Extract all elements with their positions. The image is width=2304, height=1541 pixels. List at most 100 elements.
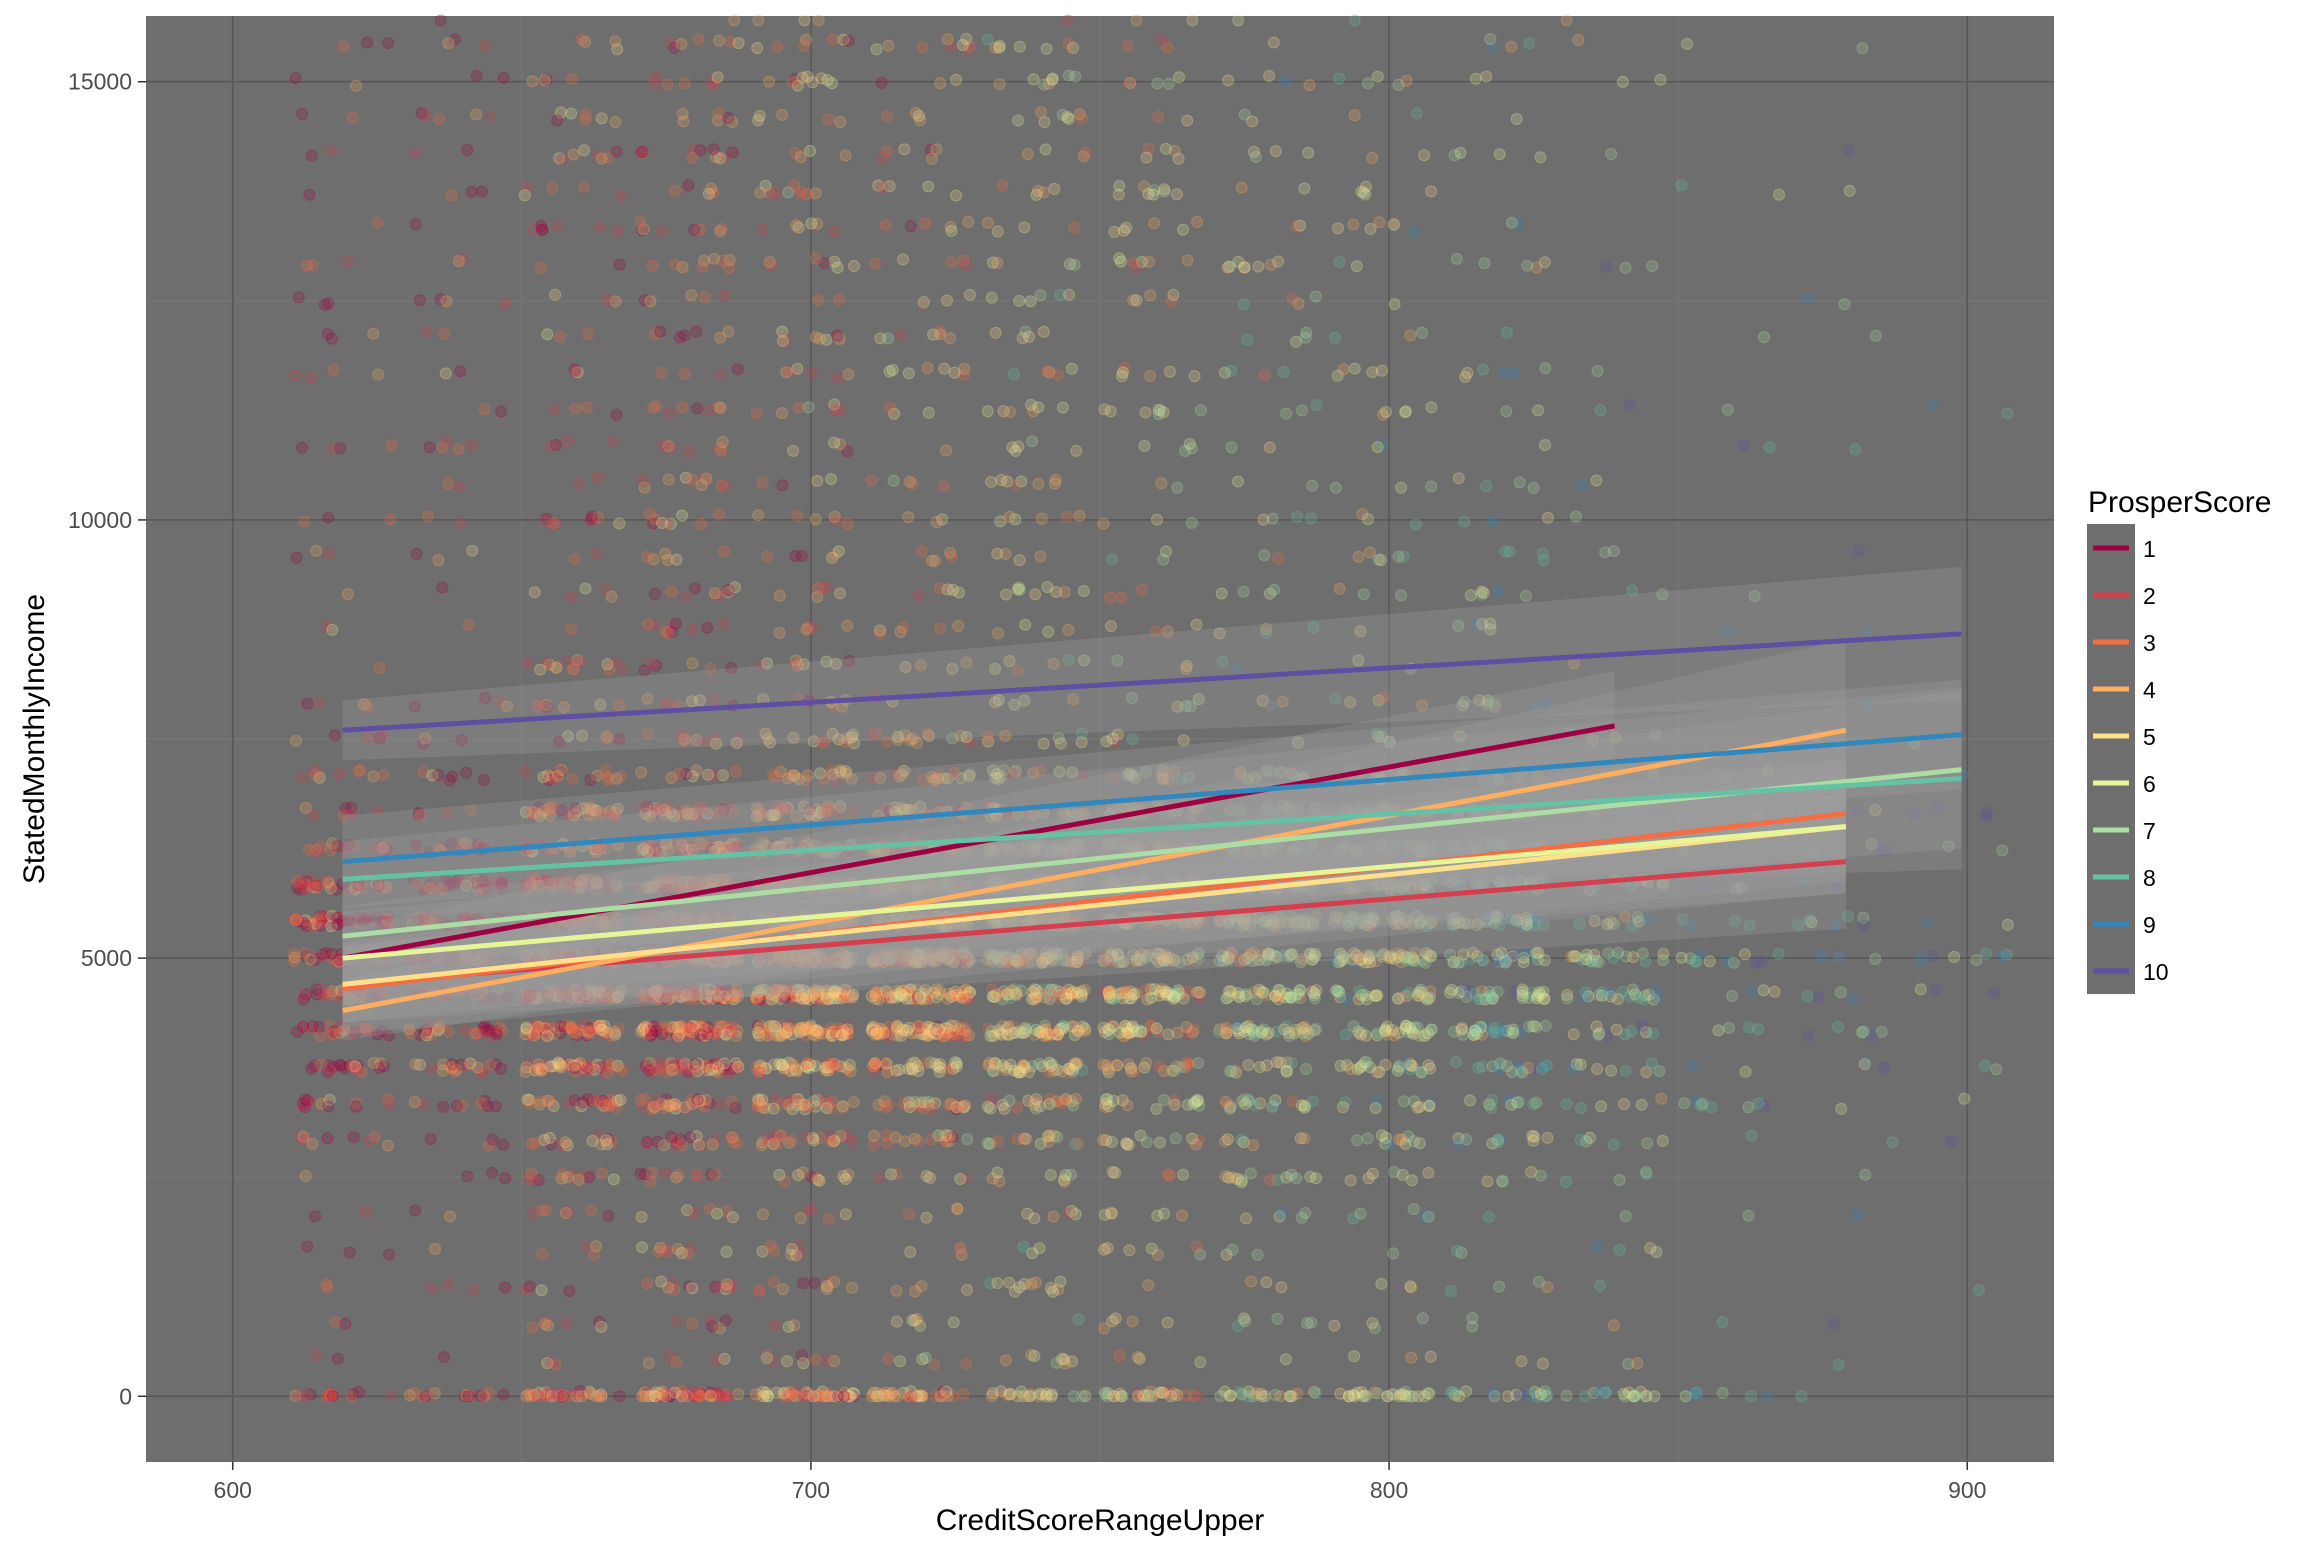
data-point xyxy=(671,1172,682,1183)
data-point xyxy=(729,15,740,26)
data-point xyxy=(1131,262,1142,273)
data-point xyxy=(409,1097,420,1108)
data-point xyxy=(1186,517,1197,528)
data-point xyxy=(567,773,578,784)
data-point xyxy=(726,1026,737,1037)
data-point xyxy=(904,1022,915,1033)
data-point xyxy=(704,1203,715,1214)
data-point xyxy=(566,1021,577,1032)
data-point xyxy=(883,1391,894,1402)
data-point xyxy=(1029,984,1040,995)
data-point xyxy=(683,180,694,191)
data-point xyxy=(649,588,660,599)
data-point xyxy=(410,148,421,159)
data-point xyxy=(699,292,710,303)
data-point xyxy=(872,1388,883,1399)
data-point xyxy=(847,1282,858,1293)
data-point xyxy=(386,440,397,451)
data-point xyxy=(462,144,473,155)
data-point xyxy=(550,289,561,300)
data-point xyxy=(935,329,946,340)
data-point xyxy=(1127,734,1138,745)
data-point xyxy=(727,1132,738,1143)
data-point xyxy=(637,1390,648,1401)
data-point xyxy=(951,1102,962,1113)
data-point xyxy=(676,39,687,50)
data-point xyxy=(314,1021,325,1032)
data-point xyxy=(1162,1317,1173,1328)
data-point xyxy=(992,1167,1003,1178)
data-point xyxy=(870,1058,881,1069)
data-point xyxy=(693,34,704,45)
data-point xyxy=(522,658,533,669)
data-point xyxy=(707,1321,718,1332)
data-point xyxy=(949,367,960,378)
data-point xyxy=(789,1320,800,1331)
data-point xyxy=(732,364,743,375)
data-point xyxy=(671,1315,682,1326)
data-point xyxy=(1039,117,1050,128)
data-point xyxy=(465,1058,476,1069)
data-point xyxy=(347,113,358,124)
data-point xyxy=(294,1390,305,1401)
data-point xyxy=(1028,406,1039,417)
data-point xyxy=(1123,1140,1134,1151)
data-point xyxy=(756,1097,767,1108)
data-point xyxy=(573,478,584,489)
data-point xyxy=(312,847,323,858)
data-point xyxy=(870,258,881,269)
data-point xyxy=(696,480,707,491)
data-point xyxy=(757,224,768,235)
data-point xyxy=(670,185,681,196)
data-point xyxy=(1063,625,1074,636)
data-point xyxy=(613,225,624,236)
data-point xyxy=(941,1386,952,1397)
data-point xyxy=(589,1095,600,1106)
data-point xyxy=(690,1059,701,1070)
data-point xyxy=(660,626,671,637)
data-point xyxy=(791,220,802,231)
data-point xyxy=(542,329,553,340)
data-point xyxy=(611,146,622,157)
data-point xyxy=(715,402,726,413)
data-point xyxy=(903,1209,914,1220)
data-point xyxy=(1139,440,1150,451)
data-point xyxy=(573,1174,584,1185)
data-point xyxy=(560,1137,571,1148)
data-point xyxy=(636,147,647,158)
data-point xyxy=(289,952,300,963)
data-point xyxy=(657,518,668,529)
data-point xyxy=(799,15,810,26)
data-point xyxy=(1098,1135,1109,1146)
data-point xyxy=(664,407,675,418)
data-point xyxy=(322,329,333,340)
data-point xyxy=(1033,478,1044,489)
data-point xyxy=(802,1132,813,1143)
data-point xyxy=(1044,1057,1055,1068)
data-point xyxy=(880,220,891,231)
data-point xyxy=(951,74,962,85)
data-point xyxy=(768,1277,779,1288)
data-point xyxy=(730,766,741,777)
data-point xyxy=(986,476,997,487)
data-point xyxy=(1040,144,1051,155)
data-point xyxy=(1131,15,1142,26)
data-point xyxy=(1160,986,1171,997)
data-point xyxy=(584,1172,595,1183)
data-point xyxy=(561,1318,572,1329)
data-point xyxy=(777,109,788,120)
data-point xyxy=(498,1389,509,1400)
data-point xyxy=(1060,587,1071,598)
data-point xyxy=(930,1391,941,1402)
data-point xyxy=(692,1170,703,1181)
data-point xyxy=(466,186,477,197)
data-point xyxy=(468,1285,479,1296)
data-point xyxy=(569,1095,580,1106)
data-point xyxy=(1114,1350,1125,1361)
data-point xyxy=(685,1022,696,1033)
data-point xyxy=(1066,988,1077,999)
data-point xyxy=(353,766,364,777)
data-point xyxy=(1069,259,1080,270)
data-point xyxy=(583,328,594,339)
data-point xyxy=(1072,1025,1083,1036)
